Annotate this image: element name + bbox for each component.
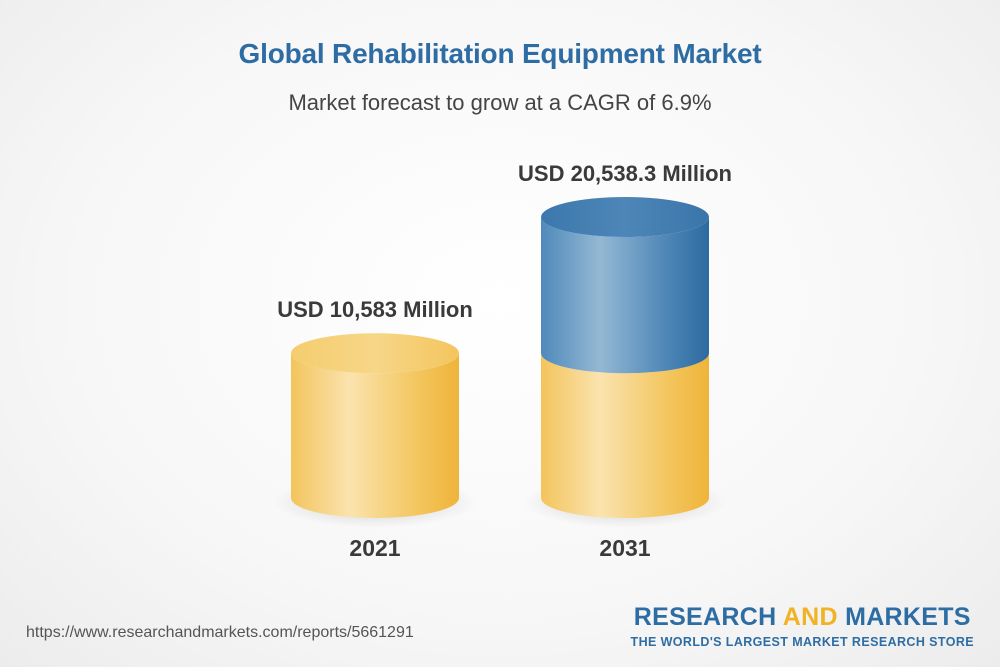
cylinder-top bbox=[291, 333, 459, 374]
chart-subtitle: Market forecast to grow at a CAGR of 6.9… bbox=[288, 90, 712, 115]
value-label: USD 10,583 Million bbox=[277, 297, 473, 322]
brand-logo: RESEARCH AND MARKETS THE WORLD'S LARGEST… bbox=[631, 603, 974, 649]
source-url: https://www.researchandmarkets.com/repor… bbox=[26, 624, 414, 641]
brand-tagline: THE WORLD'S LARGEST MARKET RESEARCH STOR… bbox=[630, 635, 974, 649]
cylinder-segment-base bbox=[541, 353, 709, 518]
brand-name-part1: RESEARCH bbox=[633, 603, 783, 631]
value-label: USD 20,538.3 Million bbox=[518, 161, 732, 186]
brand-name-part2: AND bbox=[782, 603, 838, 631]
cylinder-segment-growth bbox=[541, 217, 709, 374]
cylinder-segment-base bbox=[291, 353, 459, 518]
brand-name-part3: MARKETS bbox=[837, 603, 971, 631]
category-label: 2031 bbox=[599, 535, 650, 561]
category-label: 2021 bbox=[349, 535, 400, 561]
brand-name: RESEARCH AND MARKETS bbox=[631, 603, 974, 631]
cylinder-top bbox=[541, 197, 709, 237]
chart-title: Global Rehabilitation Equipment Market bbox=[238, 38, 762, 69]
